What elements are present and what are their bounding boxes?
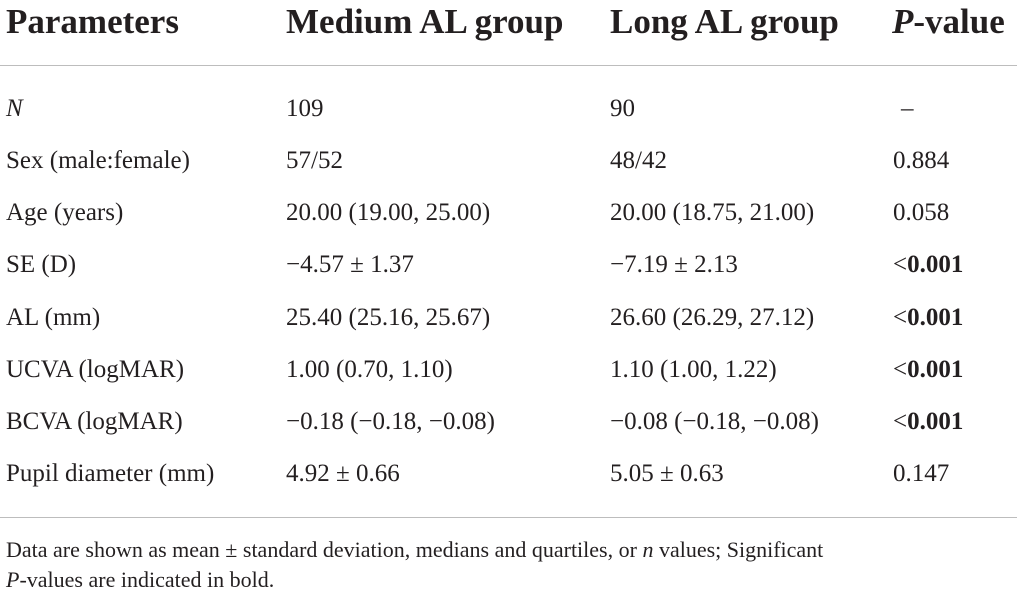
row-parameter: N: [6, 95, 23, 122]
header-parameters: Parameters: [6, 2, 179, 41]
row-p-prefix: <: [893, 408, 908, 435]
table-row: Age (years) 20.00 (19.00, 25.00) 20.00 (…: [0, 187, 1017, 239]
row-p-number: 0.001: [907, 304, 964, 331]
table-row: Sex (male:female) 57/52 48/42 0.884: [0, 135, 1017, 187]
row-p-value: 0.058: [893, 199, 950, 226]
table-row: AL (mm) 25.40 (25.16, 25.67) 26.60 (26.2…: [0, 292, 1017, 344]
row-long-value: 48/42: [610, 147, 667, 174]
row-long-value: 90: [610, 95, 635, 122]
table-row: UCVA (logMAR) 1.00 (0.70, 1.10) 1.10 (1.…: [0, 344, 1017, 396]
row-medium-value: −0.18 (−0.18, −0.08): [286, 408, 495, 435]
row-medium-value: −4.57 ± 1.37: [286, 251, 414, 278]
row-parameter: BCVA (logMAR): [6, 408, 183, 435]
table-row: Pupil diameter (mm) 4.92 ± 0.66 5.05 ± 0…: [0, 448, 1017, 500]
row-p-number: 0.001: [907, 251, 964, 278]
row-parameter: Age (years): [6, 199, 124, 226]
row-parameter: UCVA (logMAR): [6, 356, 185, 383]
row-p-value: 0.147: [893, 460, 950, 487]
row-p-value: –: [901, 95, 914, 122]
row-p-value: <0.001: [893, 239, 963, 291]
row-long-value: 26.60 (26.29, 27.12): [610, 304, 815, 331]
row-long-value: 20.00 (18.75, 21.00): [610, 199, 815, 226]
row-long-value: −0.08 (−0.18, −0.08): [610, 408, 819, 435]
row-parameter: Pupil diameter (mm): [6, 460, 215, 487]
row-p-value: <0.001: [893, 396, 963, 448]
table-header: Parameters Medium AL group Long AL group…: [0, 0, 1017, 44]
header-medium-al-group: Medium AL group: [286, 2, 564, 41]
row-p-value: <0.001: [893, 344, 963, 396]
header-p-value: P-value: [892, 0, 1005, 44]
footnote-text-3: -values are indicated in bold.: [19, 567, 275, 592]
row-medium-value: 4.92 ± 0.66: [286, 460, 400, 487]
table-row: SE (D) −4.57 ± 1.37 −7.19 ± 2.13 <0.001: [0, 239, 1017, 291]
table-footnote: Data are shown as mean ± standard deviat…: [6, 535, 1016, 595]
footnote-p-italic: P: [6, 567, 20, 592]
row-parameter: SE (D): [6, 251, 77, 278]
header-long-al-group: Long AL group: [610, 2, 839, 41]
footer-divider: [0, 517, 1017, 518]
row-p-prefix: <: [893, 251, 908, 278]
row-p-number: 0.001: [907, 408, 964, 435]
row-p-prefix: <: [893, 356, 908, 383]
row-parameter: Sex (male:female): [6, 147, 190, 174]
row-long-value: 5.05 ± 0.63: [610, 460, 724, 487]
table-row: BCVA (logMAR) −0.18 (−0.18, −0.08) −0.08…: [0, 396, 1017, 448]
row-p-value: 0.884: [893, 147, 950, 174]
row-medium-value: 20.00 (19.00, 25.00): [286, 199, 491, 226]
footnote-text-2: values; Significant: [653, 537, 824, 562]
header-divider: [0, 65, 1017, 66]
row-parameter: AL (mm): [6, 304, 101, 331]
row-long-value: 1.10 (1.00, 1.22): [610, 356, 777, 383]
footnote-n-italic: n: [642, 537, 654, 562]
header-p-italic: P: [892, 2, 914, 41]
row-p-value: <0.001: [893, 292, 963, 344]
row-medium-value: 1.00 (0.70, 1.10): [286, 356, 453, 383]
footnote-text-1: Data are shown as mean ± standard deviat…: [6, 537, 643, 562]
row-p-prefix: <: [893, 304, 908, 331]
row-long-value: −7.19 ± 2.13: [610, 251, 738, 278]
row-medium-value: 109: [286, 95, 324, 122]
row-medium-value: 25.40 (25.16, 25.67): [286, 304, 491, 331]
table-row: N 109 90 –: [0, 83, 1017, 135]
header-p-rest: -value: [913, 2, 1005, 41]
row-medium-value: 57/52: [286, 147, 343, 174]
row-p-number: 0.001: [907, 356, 964, 383]
